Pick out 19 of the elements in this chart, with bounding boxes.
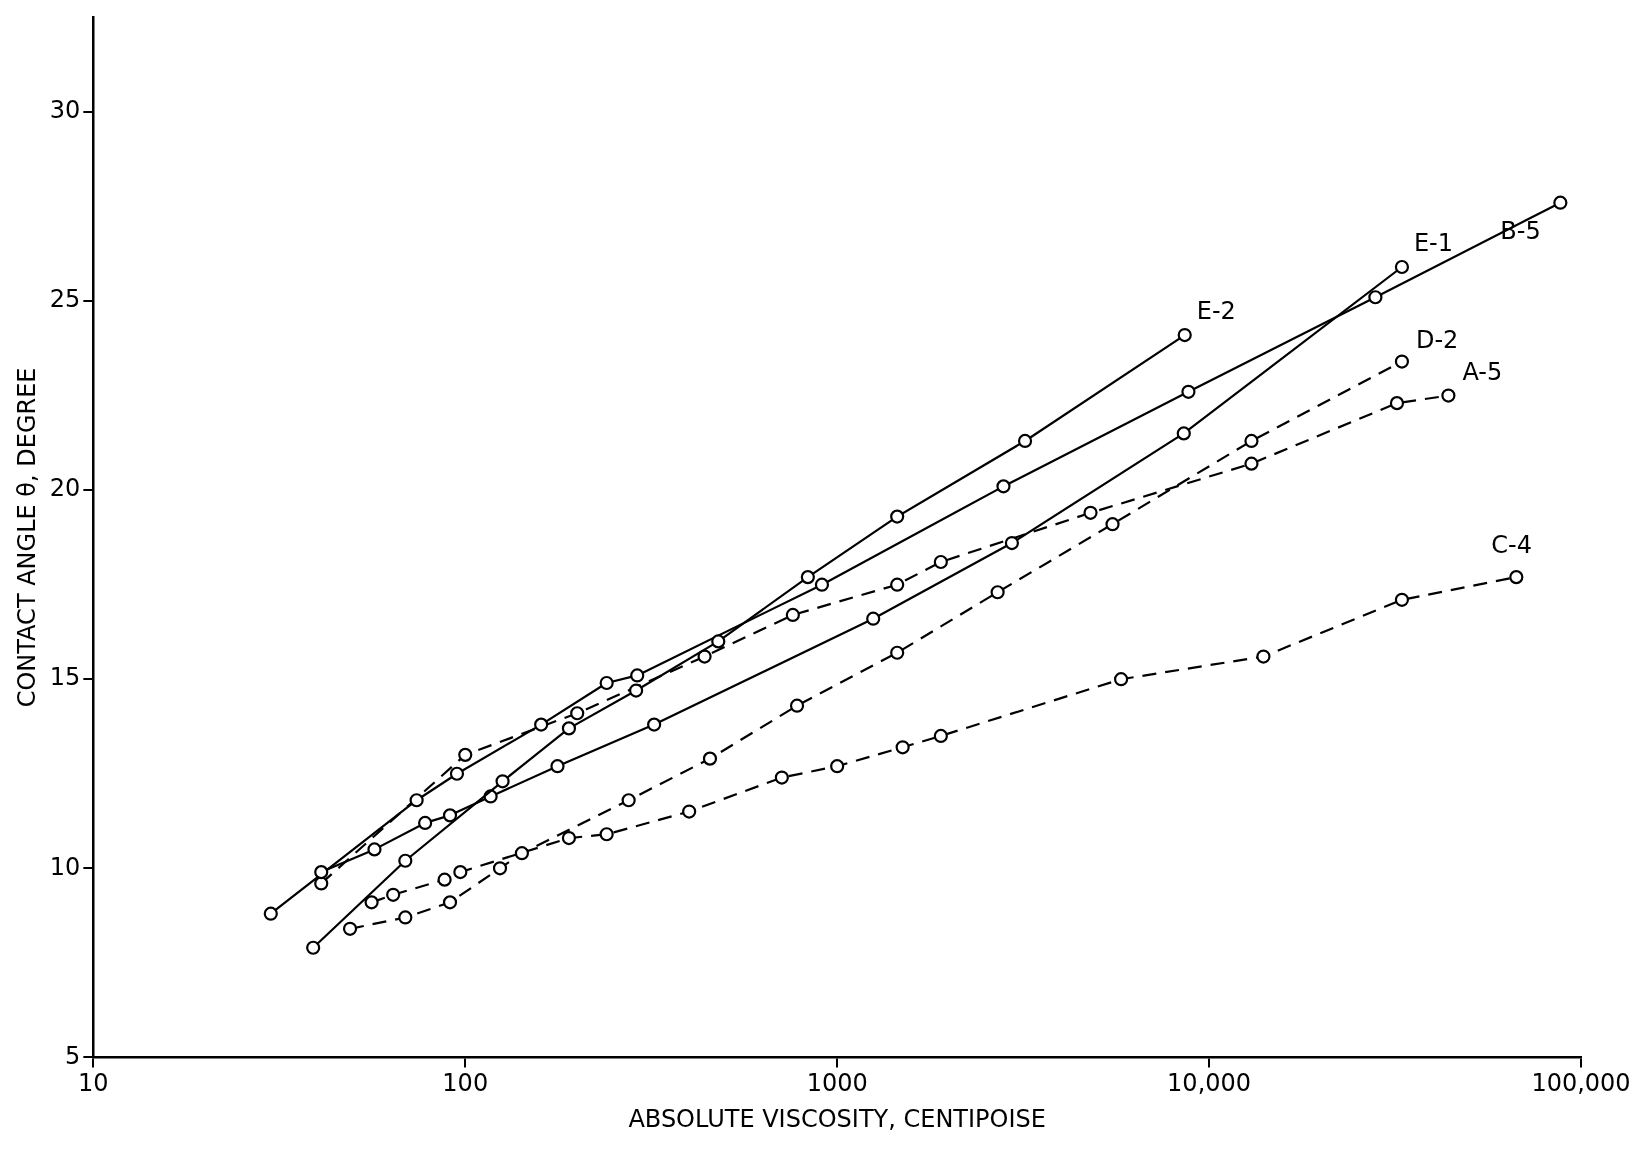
y-tick-label: 25 [49,285,81,314]
x-tick-label: 10,000 [1167,1069,1252,1098]
series-label: C-4 [1491,531,1532,560]
y-axis-title: CONTACT ANGLE θ, DEGREE [12,367,41,708]
x-tick-label: 100 [442,1069,489,1098]
x-tick-label: 10 [78,1069,109,1098]
y-tick-label: 10 [49,852,81,881]
y-tick-label: 15 [49,663,81,692]
x-tick-label: 100,000 [1531,1069,1631,1098]
series-label: B-5 [1500,216,1541,245]
x-tick-label: 1000 [806,1069,868,1098]
series-label: D-2 [1415,325,1459,354]
x-axis-title: ABSOLUTE VISCOSITY, CENTIPOISE [628,1104,1046,1133]
series-label: A-5 [1462,357,1503,386]
y-tick-label: 30 [49,96,81,125]
series-label: E-2 [1196,297,1236,326]
series-label: E-1 [1413,229,1454,258]
y-tick-label: 5 [65,1041,81,1070]
y-tick-label: 20 [49,474,81,503]
